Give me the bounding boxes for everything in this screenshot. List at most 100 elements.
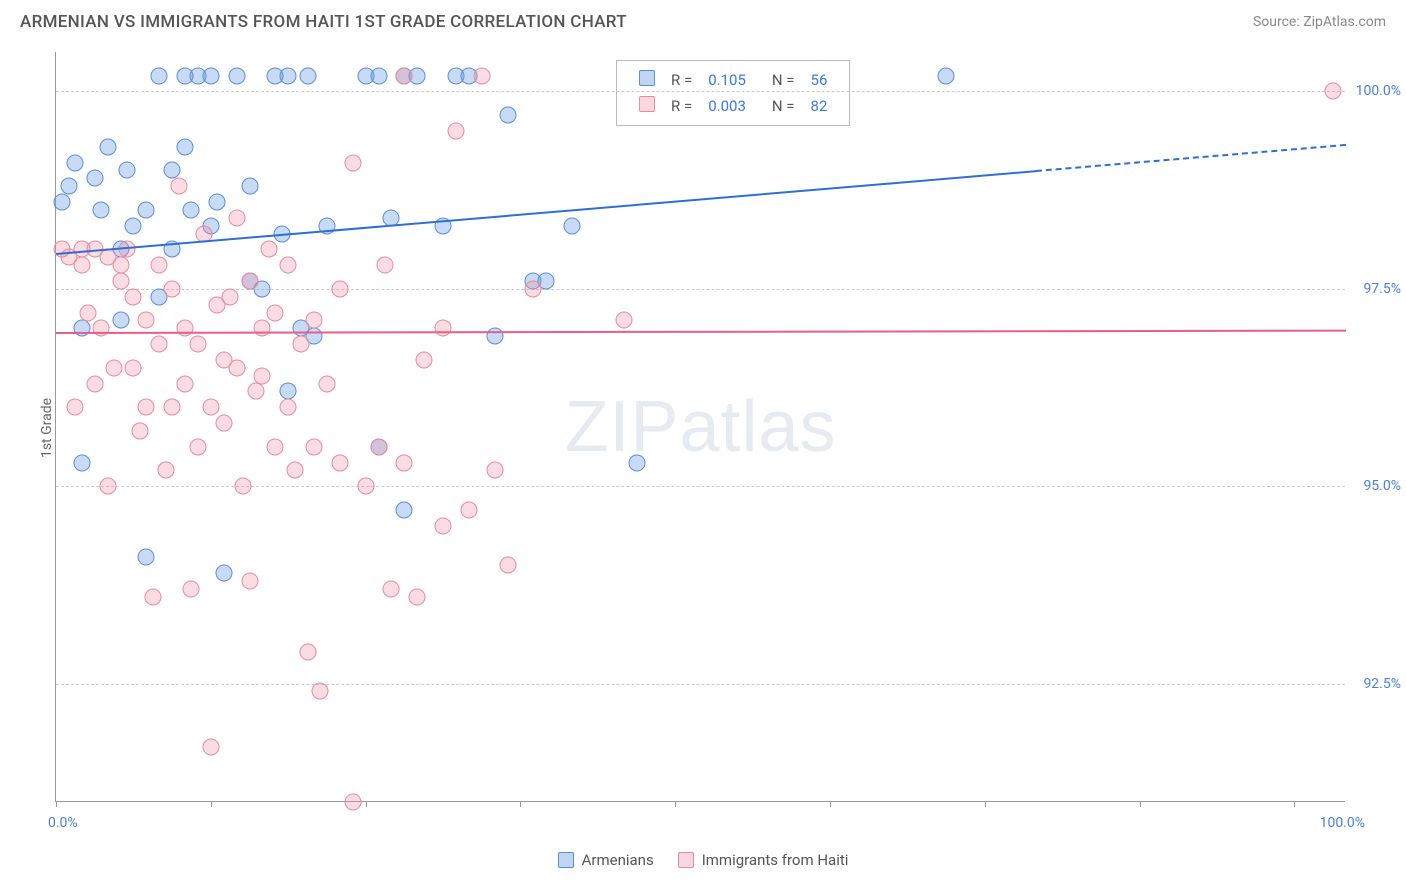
correlation-row: R =0.105N =56: [631, 67, 835, 93]
data-point: [299, 67, 316, 84]
n-value: 82: [803, 93, 836, 119]
data-point: [138, 399, 155, 416]
data-point: [435, 320, 452, 337]
x-tick: [211, 801, 212, 807]
x-tick: [1140, 801, 1141, 807]
n-label: N =: [754, 93, 803, 119]
x-tick: [675, 801, 676, 807]
legend-swatch: [558, 852, 574, 868]
legend-swatch: [678, 852, 694, 868]
data-point: [312, 683, 329, 700]
data-point: [93, 201, 110, 218]
data-point: [357, 478, 374, 495]
x-tick: [520, 801, 521, 807]
data-point: [138, 312, 155, 329]
data-point: [280, 67, 297, 84]
data-point: [177, 138, 194, 155]
chart-title: ARMENIAN VS IMMIGRANTS FROM HAITI 1ST GR…: [20, 12, 627, 32]
data-point: [293, 336, 310, 353]
data-point: [138, 549, 155, 566]
chart-container: 1st Grade ZIPatlas R =0.105N =56R =0.003…: [55, 40, 1386, 815]
data-point: [222, 288, 239, 305]
data-point: [151, 67, 168, 84]
data-point: [306, 438, 323, 455]
data-point: [202, 399, 219, 416]
legend-label: Immigrants from Haiti: [702, 851, 849, 869]
chart-header: ARMENIAN VS IMMIGRANTS FROM HAITI 1ST GR…: [0, 0, 1406, 40]
data-point: [228, 209, 245, 226]
data-point: [370, 67, 387, 84]
correlation-row: R =0.003N =82: [631, 93, 835, 119]
y-tick-label: 92.5%: [1363, 676, 1401, 692]
data-point: [54, 194, 71, 211]
data-point: [183, 580, 200, 597]
data-point: [189, 438, 206, 455]
data-point: [67, 399, 84, 416]
x-label-left: 0.0%: [48, 815, 78, 831]
data-point: [447, 122, 464, 139]
plot-area: ZIPatlas R =0.105N =56R =0.003N =82 92.5…: [55, 52, 1345, 802]
data-point: [228, 67, 245, 84]
data-point: [473, 67, 490, 84]
data-point: [615, 312, 632, 329]
data-point: [125, 217, 142, 234]
data-point: [112, 272, 129, 289]
data-point: [112, 257, 129, 274]
data-point: [112, 312, 129, 329]
watermark-bold: ZIP: [564, 387, 679, 467]
data-point: [99, 138, 116, 155]
bottom-legend: Armenians Immigrants from Haiti: [0, 851, 1406, 872]
data-point: [1325, 83, 1342, 100]
data-point: [60, 178, 77, 195]
data-point: [164, 399, 181, 416]
data-point: [177, 320, 194, 337]
data-point: [73, 257, 90, 274]
data-point: [260, 241, 277, 258]
data-point: [228, 359, 245, 376]
y-tick-label: 97.5%: [1363, 281, 1401, 297]
gridline: [56, 91, 1345, 92]
data-point: [131, 422, 148, 439]
data-point: [125, 288, 142, 305]
y-axis-title: 1st Grade: [39, 397, 55, 457]
data-point: [525, 280, 542, 297]
data-point: [73, 454, 90, 471]
data-point: [415, 351, 432, 368]
data-point: [157, 462, 174, 479]
data-point: [280, 399, 297, 416]
data-point: [86, 375, 103, 392]
gridline: [56, 684, 1345, 685]
data-point: [396, 67, 413, 84]
data-point: [409, 588, 426, 605]
data-point: [331, 280, 348, 297]
data-point: [286, 462, 303, 479]
data-point: [254, 367, 271, 384]
x-tick: [56, 801, 57, 807]
n-value: 56: [803, 67, 836, 93]
data-point: [215, 415, 232, 432]
x-tick: [985, 801, 986, 807]
data-point: [209, 194, 226, 211]
data-point: [202, 738, 219, 755]
data-point: [164, 162, 181, 179]
watermark-thin: atlas: [679, 387, 836, 467]
legend-item: Armenians: [558, 851, 654, 869]
data-point: [170, 178, 187, 195]
data-point: [396, 501, 413, 518]
legend-swatch: [639, 70, 655, 86]
data-point: [267, 304, 284, 321]
data-point: [267, 438, 284, 455]
correlation-table: R =0.105N =56R =0.003N =82: [631, 67, 835, 119]
data-point: [344, 154, 361, 171]
data-point: [80, 304, 97, 321]
data-point: [247, 383, 264, 400]
data-point: [383, 209, 400, 226]
data-point: [628, 454, 645, 471]
data-point: [499, 557, 516, 574]
data-point: [177, 375, 194, 392]
data-point: [460, 501, 477, 518]
data-point: [344, 794, 361, 811]
data-point: [299, 644, 316, 661]
y-tick-label: 100.0%: [1356, 83, 1401, 99]
trend-line: [56, 170, 1037, 255]
